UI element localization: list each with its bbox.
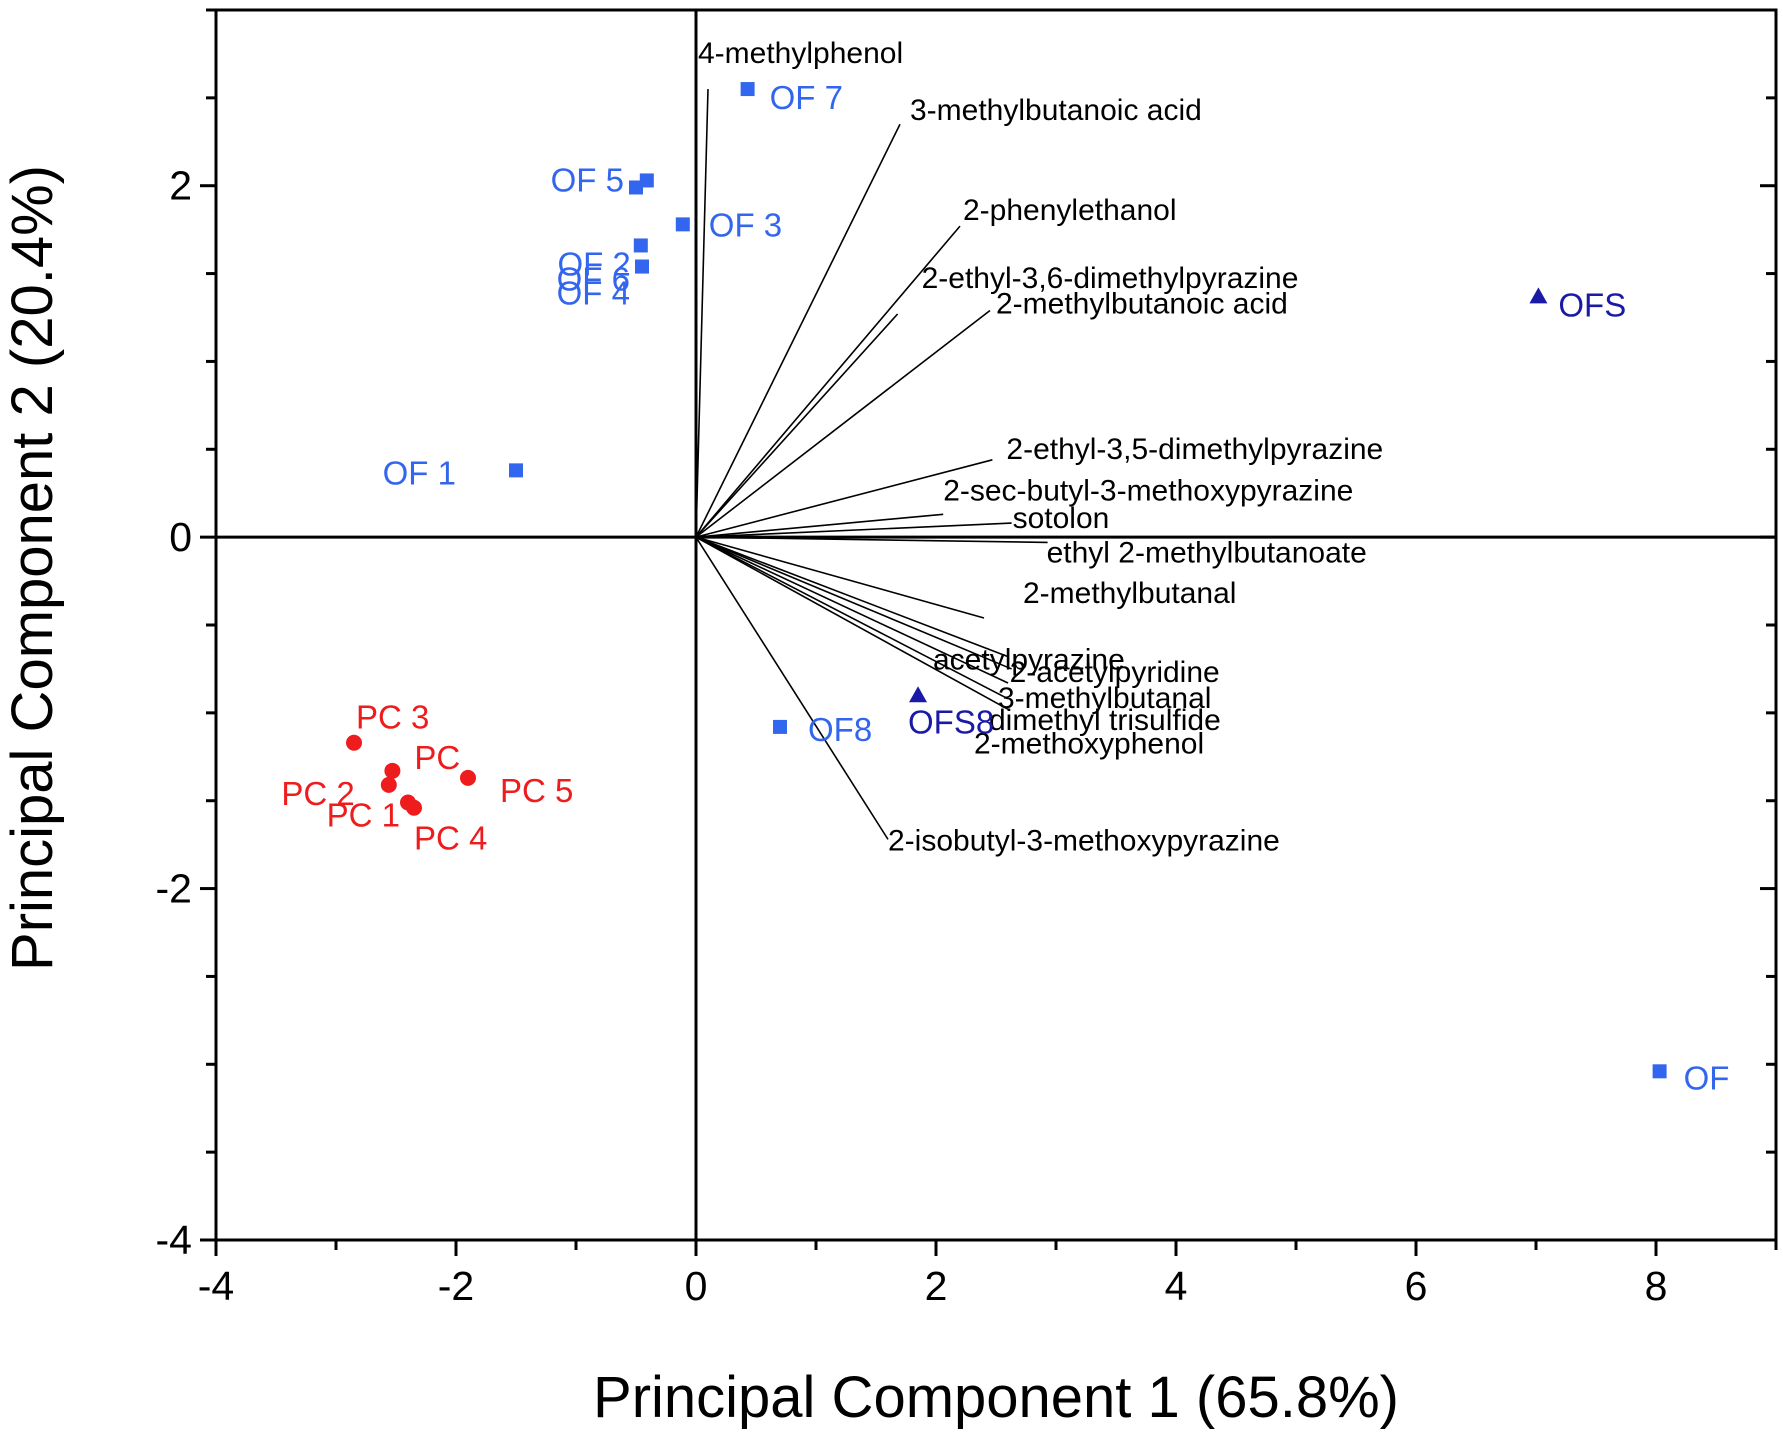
loading-label: 2-ethyl-3,6-dimethylpyrazine [922,262,1299,295]
point-label: PC 2 [281,775,354,812]
marker-square [639,173,654,188]
loading-label: 3-methylbutanal [998,682,1211,715]
point-label: OF 6 [557,261,630,298]
loading-vector [695,536,1009,700]
loading-vector [695,513,944,538]
point-label: OF 4 [557,275,630,312]
loading-label: ethyl 2-methylbutanoate [1047,536,1367,569]
loading-vector [695,536,985,619]
loading-vector [695,536,1009,684]
loading-label: 2-phenylethanol [963,194,1177,227]
point-label: OF 2 [557,245,630,282]
loading-vector [695,89,709,538]
y-tick-label: 2 [169,163,192,209]
marker-square [740,82,755,97]
loading-vector [695,536,1009,711]
y-tick-label: 0 [169,514,192,560]
loading-vector [695,123,901,538]
point-label: OF [1684,1059,1730,1096]
marker-circle [460,769,476,786]
x-tick-label: 2 [925,1263,948,1309]
y-tick-label: -2 [156,866,192,912]
x-tick-label: 6 [1405,1263,1428,1309]
loading-label: sotolon [1013,502,1110,535]
loading-vector [695,536,889,840]
marker-circle [346,734,362,751]
marker-square [635,259,649,274]
loading-label: 2-ethyl-3,5-dimethylpyrazine [1006,433,1383,466]
point-label: OF 7 [770,79,843,116]
marker-circle [384,762,401,779]
point-label: PC [414,739,460,776]
marker-triangle [909,686,927,703]
marker-square [633,238,648,253]
loading-label: 4-methylphenol [698,37,903,70]
point-label: OFS [1558,286,1626,323]
marker-square [1652,1064,1667,1079]
point-label: PC 1 [327,796,400,833]
loading-vector [695,309,991,538]
x-tick-label: 8 [1645,1263,1668,1309]
marker-circle [380,776,397,793]
loading-label: 2-sec-butyl-3-methoxypyrazine [943,474,1353,507]
point-label: PC 5 [500,772,573,809]
loading-vector [695,536,1048,544]
x-tick-label: 4 [1165,1263,1188,1309]
point-label: OF8 [808,711,872,748]
loading-label: 2-isobutyl-3-methoxypyrazine [888,824,1280,857]
point-label: OF 3 [709,206,782,243]
point-label: PC 4 [414,820,487,857]
point-label: OFS8 [908,703,994,740]
loading-label: 2-acetylpyridine [1010,656,1220,689]
loading-vector [695,536,1009,658]
loading-label: 2-methylbutanoic acid [996,287,1288,320]
marker-square [773,719,787,734]
x-tick-label: -2 [438,1263,474,1309]
x-tick-label: 0 [685,1263,708,1309]
loading-label: dimethyl trisulfide [989,704,1221,737]
x-tick-label: -4 [198,1263,234,1309]
y-axis-title: Principal Component 2 (20.4%) [0,165,65,971]
point-label: OF 5 [551,161,624,198]
point-label: OF 1 [383,454,456,491]
point-label: PC 3 [356,699,429,736]
loading-vector [695,459,993,538]
loading-vector [695,522,1012,538]
marker-square [629,180,643,195]
loading-vector [695,225,961,538]
y-tick-label: -4 [156,1217,192,1263]
marker-circle [406,799,422,816]
x-axis-title: Principal Component 1 (65.8%) [593,1365,1399,1430]
loading-vector [695,536,1012,670]
marker-square [675,217,690,232]
marker-triangle [1529,287,1548,304]
loading-vector [695,313,899,538]
loading-label: 2-methylbutanal [1023,577,1236,610]
loading-label: 2-methoxyphenol [974,727,1204,760]
marker-square [509,463,523,478]
loading-label: 3-methylbutanoic acid [910,94,1202,127]
